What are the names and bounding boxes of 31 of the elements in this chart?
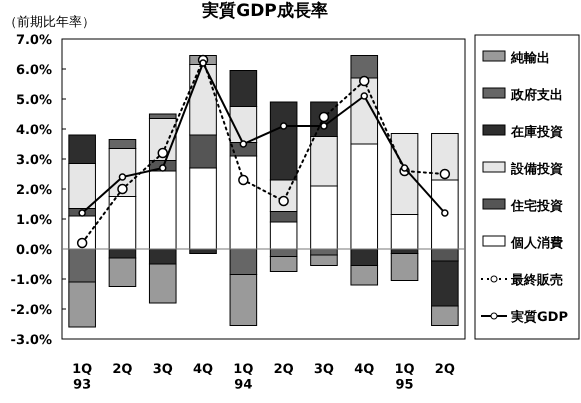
legend-label: 政府支出: [510, 87, 563, 103]
y-tick-label: 0.0%: [16, 243, 52, 258]
x-tick-label: 2Q: [434, 362, 455, 377]
y-tick-label: 3.0%: [16, 153, 52, 168]
legend-label: 最終販売: [510, 272, 563, 288]
legend-label: 設備投資: [510, 161, 563, 177]
y-tick-label: -2.0%: [10, 303, 52, 318]
y-tick-label: -1.0%: [10, 273, 52, 288]
x-tick-label: 2Q: [274, 362, 294, 377]
x-tick-label: 4Q: [192, 362, 214, 377]
y-tick-label: 2.0%: [16, 183, 52, 198]
y-tick-label: 5.0%: [16, 93, 52, 108]
y-tick-label: 7.0%: [16, 33, 52, 48]
y-tick-label: -3.0%: [10, 333, 52, 348]
x-tick-label: 1Q 93: [72, 362, 92, 393]
y-tick-label: 1.0%: [16, 213, 52, 228]
legend-label: 個人消費: [510, 236, 563, 251]
chart-title: 実質GDP成長率: [201, 1, 328, 21]
legend-label: 純輸出: [510, 51, 550, 66]
x-tick-label: 4Q: [354, 362, 374, 377]
x-tick-label: 1Q 94: [233, 362, 254, 393]
legend-label: 住宅投資: [510, 198, 563, 214]
y-tick-label: 4.0%: [16, 123, 52, 138]
x-tick-label: 2Q: [112, 362, 133, 377]
legend-label: 在庫投資: [510, 124, 563, 140]
y-tick-label: 6.0%: [16, 63, 52, 78]
x-tick-label: 3Q: [314, 362, 334, 377]
y-axis-title: （前期比年率）: [4, 14, 95, 30]
legend-label: 実質GDP: [510, 309, 568, 325]
x-tick-label: 1Q 95: [394, 362, 415, 393]
x-tick-label: 3Q: [152, 362, 173, 377]
